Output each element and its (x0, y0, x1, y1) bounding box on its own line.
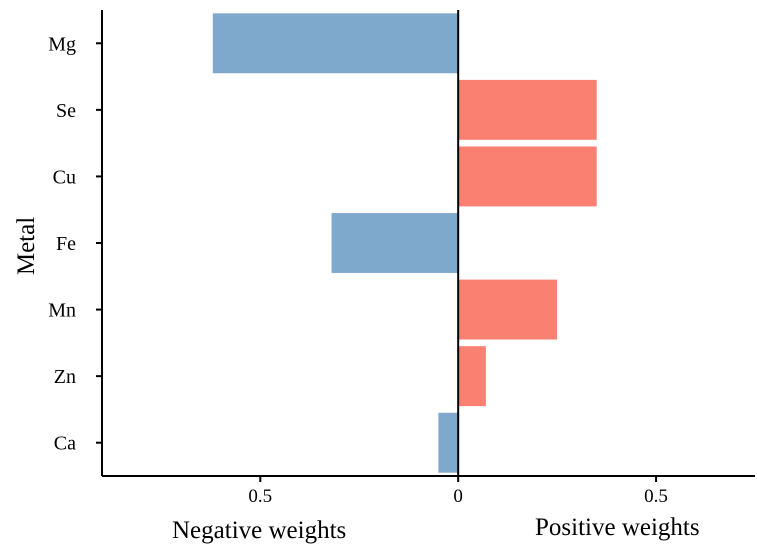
category-label-ca: Ca (54, 433, 76, 455)
bars-group (212, 13, 597, 473)
x-tick-label-2: 0.5 (644, 486, 668, 507)
y-ticks-group: Mg Se Cu Fe Mn Zn Ca (48, 33, 102, 455)
bar-fe (331, 213, 459, 273)
category-label-cu: Cu (53, 166, 76, 188)
bar-mn (458, 279, 558, 340)
x-tick-label-1: 0 (453, 486, 463, 507)
category-label-zn: Zn (54, 366, 76, 388)
bar-mg (212, 13, 459, 74)
x-axis-title-positive: Positive weights (535, 514, 700, 541)
category-label-mg: Mg (48, 33, 76, 55)
category-label-mn: Mn (48, 300, 76, 322)
x-tick-label-0: 0.5 (248, 486, 272, 507)
category-label-se: Se (56, 100, 76, 122)
category-label-fe: Fe (56, 233, 76, 255)
y-axis-title: Metal (13, 217, 40, 275)
bar-cu (458, 146, 597, 207)
x-axis-title-negative: Negative weights (172, 517, 346, 544)
bar-zn (458, 346, 486, 407)
bar-ca (438, 412, 459, 473)
bar-se (458, 79, 597, 140)
x-ticks-group: 0.5 0 0.5 (248, 476, 668, 507)
